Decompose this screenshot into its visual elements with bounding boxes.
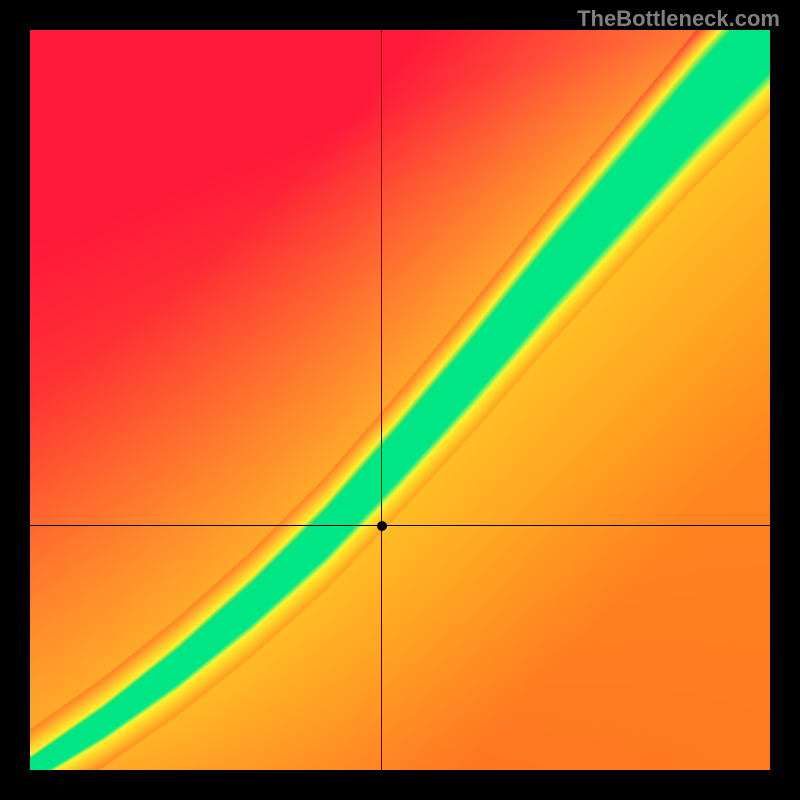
watermark-text: TheBottleneck.com	[577, 6, 780, 32]
plot-area	[30, 30, 770, 770]
gradient-heatmap	[30, 30, 770, 770]
crosshair-vertical	[381, 30, 382, 770]
crosshair-marker	[377, 521, 387, 531]
crosshair-horizontal	[30, 525, 770, 526]
